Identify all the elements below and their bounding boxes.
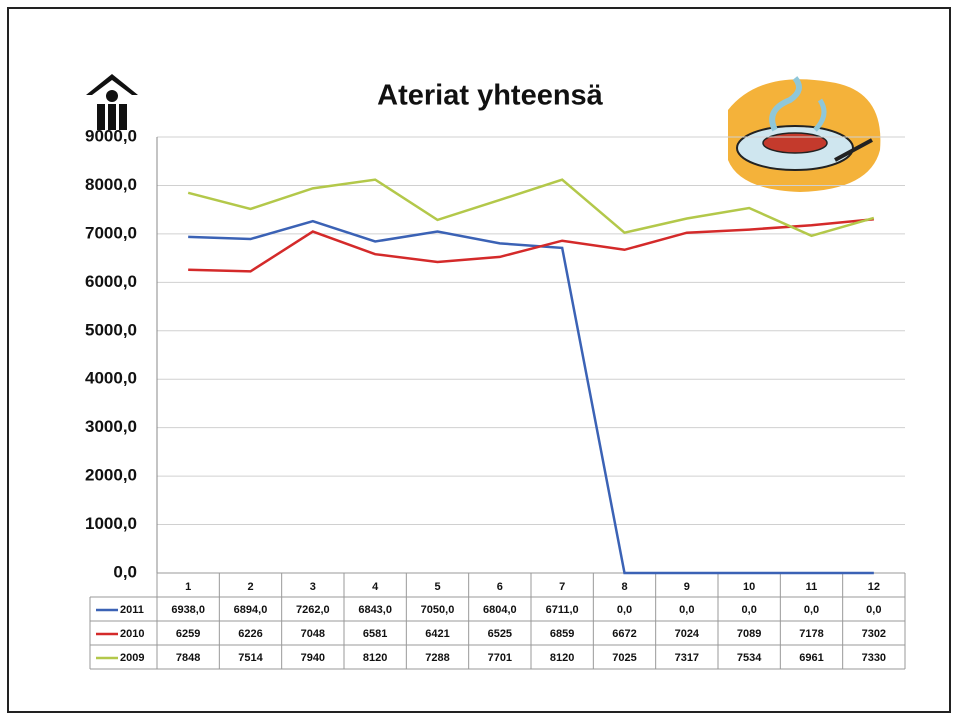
table-value: 7534 (737, 652, 762, 664)
table-value: 6581 (363, 628, 387, 640)
x-tick-label: 1 (185, 581, 191, 593)
table-value: 6843,0 (358, 604, 392, 616)
table-value: 6961 (799, 652, 823, 664)
table-value: 6226 (238, 628, 262, 640)
table-value: 8120 (550, 652, 574, 664)
table-value: 7514 (238, 652, 263, 664)
x-tick-label: 3 (310, 581, 316, 593)
table-value: 8120 (363, 652, 387, 664)
series-line (188, 219, 874, 575)
y-tick-label: 1000,0 (85, 514, 137, 533)
table-value: 7848 (176, 652, 200, 664)
y-tick-label: 0,0 (113, 562, 137, 581)
table-value: 0,0 (866, 604, 881, 616)
y-tick-label: 8000,0 (85, 175, 137, 194)
x-tick-label: 7 (559, 581, 565, 593)
legend-label: 2010 (120, 628, 144, 640)
x-tick-label: 11 (806, 581, 818, 593)
table-value: 0,0 (804, 604, 819, 616)
table-value: 6672 (612, 628, 636, 640)
table-value: 0,0 (679, 604, 694, 616)
table-value: 7048 (301, 628, 325, 640)
logo (86, 74, 138, 130)
chart-title: Ateriat yhteensä (377, 80, 604, 112)
y-tick-label: 4000,0 (85, 369, 137, 388)
table-value: 6859 (550, 628, 574, 640)
table-value: 6259 (176, 628, 200, 640)
x-tick-label: 8 (621, 581, 627, 593)
y-tick-label: 2000,0 (85, 466, 137, 485)
y-tick-label: 5000,0 (85, 320, 137, 339)
x-tick-label: 2 (247, 581, 253, 593)
table-value: 7701 (488, 652, 512, 664)
table-value: 7262,0 (296, 604, 330, 616)
x-tick-label: 9 (684, 581, 690, 593)
food-illustration (728, 76, 881, 192)
y-tick-label: 9000,0 (85, 126, 137, 145)
y-tick-label: 7000,0 (85, 223, 137, 242)
table-value: 6894,0 (234, 604, 268, 616)
y-tick-label: 6000,0 (85, 272, 137, 291)
table-value: 6938,0 (171, 604, 205, 616)
x-tick-label: 10 (743, 581, 755, 593)
table-value: 6525 (488, 628, 512, 640)
table-value: 7050,0 (421, 604, 455, 616)
x-tick-label: 5 (434, 581, 440, 593)
table-value: 7089 (737, 628, 761, 640)
table-value: 7317 (675, 652, 699, 664)
table-value: 0,0 (742, 604, 757, 616)
table-value: 7025 (612, 652, 636, 664)
table-value: 6421 (425, 628, 449, 640)
x-tick-label: 4 (372, 581, 379, 593)
table-value: 7302 (862, 628, 886, 640)
series-line (187, 178, 875, 238)
table-value: 7178 (799, 628, 823, 640)
series-line (188, 218, 874, 273)
table-value: 6711,0 (546, 604, 579, 616)
y-tick-label: 3000,0 (85, 417, 137, 436)
legend-label: 2011 (120, 604, 144, 616)
table-value: 7024 (675, 628, 700, 640)
legend-label: 2009 (120, 652, 144, 664)
x-tick-label: 12 (868, 581, 880, 593)
x-tick-label: 6 (497, 581, 503, 593)
table-value: 7330 (862, 652, 886, 664)
table-value: 0,0 (617, 604, 632, 616)
table-value: 7940 (301, 652, 325, 664)
table-value: 7288 (425, 652, 449, 664)
table-value: 6804,0 (483, 604, 517, 616)
